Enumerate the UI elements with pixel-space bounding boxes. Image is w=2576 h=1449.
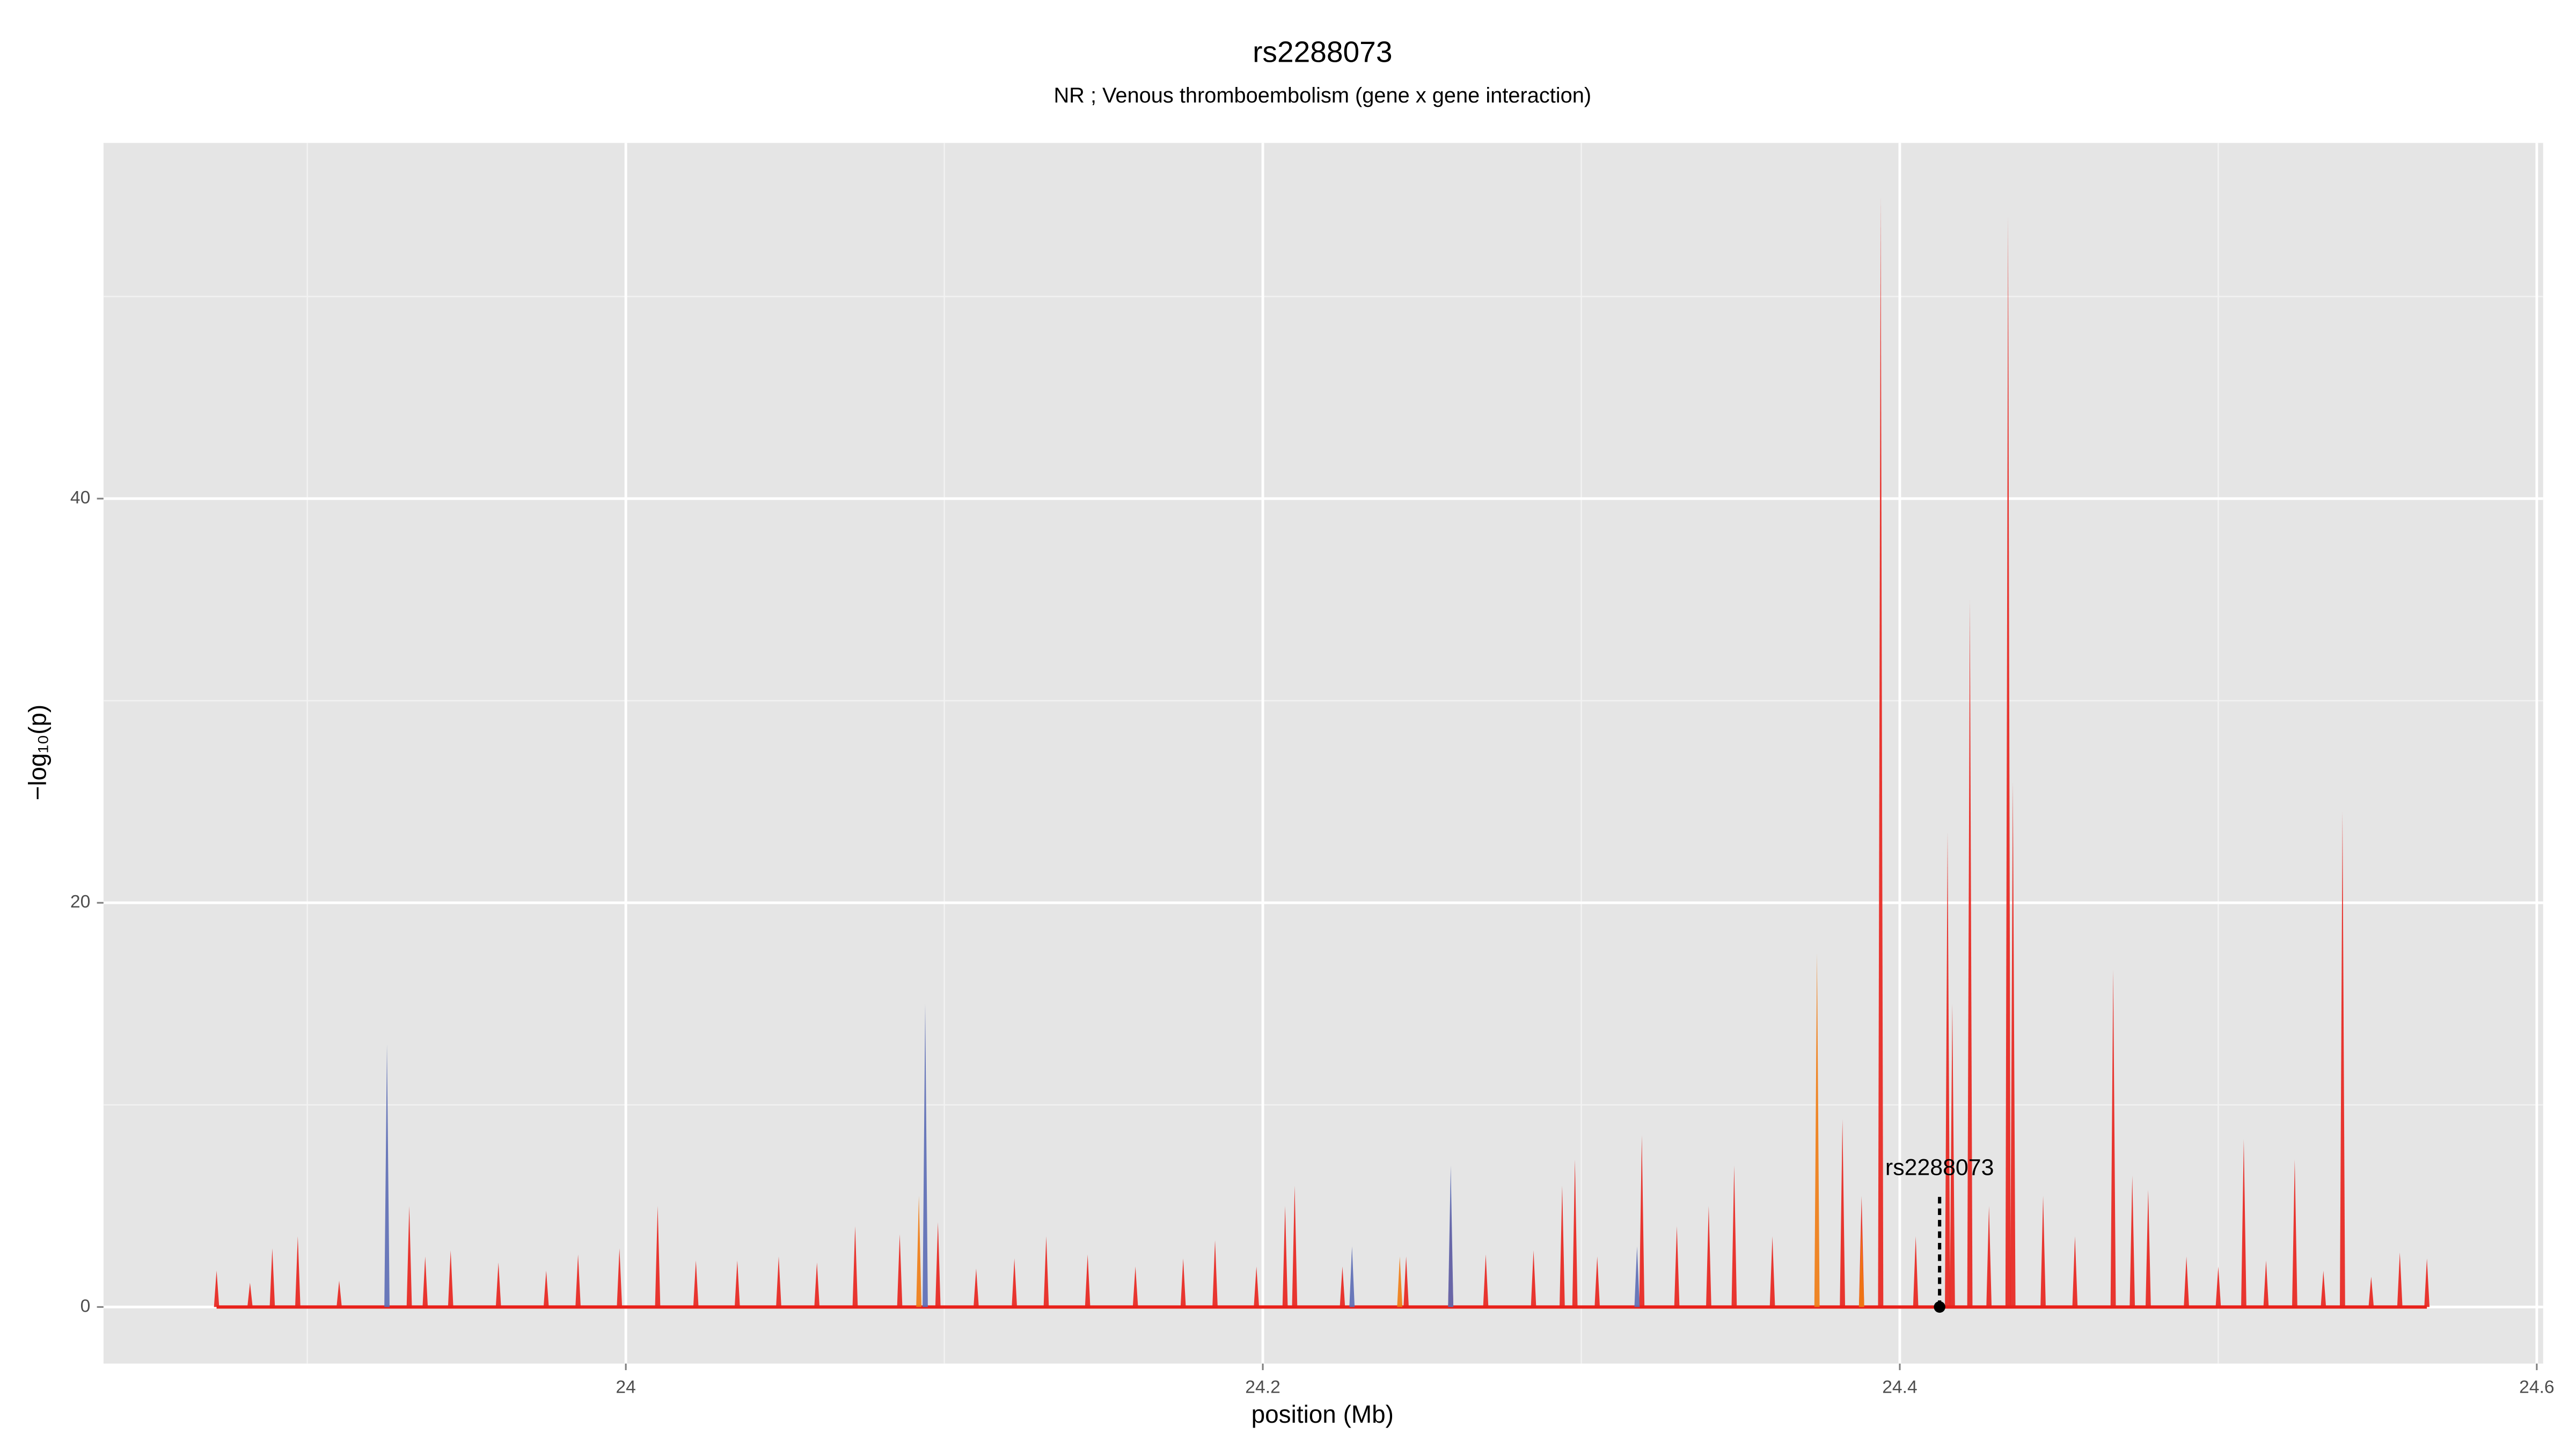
spike xyxy=(1531,1250,1536,1307)
spike xyxy=(247,1283,253,1307)
spike xyxy=(974,1268,979,1307)
spike xyxy=(1706,1206,1711,1307)
spike xyxy=(1913,1236,1919,1307)
spike xyxy=(1180,1258,1186,1307)
spike xyxy=(1403,1256,1409,1307)
spike xyxy=(852,1226,858,1307)
spike xyxy=(1132,1267,1138,1307)
spike xyxy=(734,1260,740,1307)
spike xyxy=(617,1248,623,1307)
spike xyxy=(1639,1135,1645,1307)
spike xyxy=(1950,1004,1955,1307)
plot-panel xyxy=(103,143,2543,1364)
spike xyxy=(1448,1165,1454,1307)
spike xyxy=(2397,1252,2403,1307)
spike xyxy=(1967,599,1973,1307)
spike xyxy=(2010,781,2016,1307)
spike xyxy=(2145,1189,2151,1307)
y-tick-label: 0 xyxy=(80,1296,91,1316)
spike xyxy=(1986,1206,1992,1307)
spike xyxy=(2321,1270,2326,1307)
spike xyxy=(2292,1159,2297,1307)
spike xyxy=(935,1222,941,1307)
spike xyxy=(916,1196,922,1307)
spike xyxy=(923,1004,928,1307)
spike xyxy=(897,1234,903,1307)
spike xyxy=(384,1044,390,1307)
spike xyxy=(406,1206,412,1307)
annotation-label: rs2288073 xyxy=(1885,1155,1994,1181)
spike xyxy=(1483,1254,1489,1307)
spike xyxy=(1349,1246,1355,1307)
spike xyxy=(543,1270,549,1307)
spike xyxy=(1840,1119,1846,1307)
spike xyxy=(1769,1236,1775,1307)
spike xyxy=(1814,953,1820,1307)
spike xyxy=(575,1254,581,1307)
spike xyxy=(448,1250,453,1307)
spike xyxy=(1254,1267,1260,1307)
spike xyxy=(1012,1258,1018,1307)
y-tick-label: 20 xyxy=(70,892,90,912)
spike xyxy=(1397,1256,1403,1307)
y-axis-label: −log₁₀(p) xyxy=(24,705,52,801)
y-tick-label: 40 xyxy=(70,488,90,508)
spike xyxy=(2040,1196,2046,1307)
spike xyxy=(2129,1175,2135,1307)
spike xyxy=(1878,195,1884,1307)
spike xyxy=(1560,1185,1565,1307)
x-tick-label: 24.6 xyxy=(2519,1378,2555,1397)
spike xyxy=(2072,1236,2078,1307)
spike xyxy=(2215,1267,2221,1307)
spike xyxy=(1043,1236,1049,1307)
x-tick-label: 24 xyxy=(616,1378,635,1397)
spike xyxy=(269,1248,275,1307)
chart-title: rs2288073 xyxy=(1253,35,1392,69)
spike xyxy=(2368,1276,2374,1307)
annotation-point xyxy=(1934,1301,1945,1313)
spike xyxy=(1085,1254,1091,1307)
spike xyxy=(1594,1256,1600,1307)
spike xyxy=(655,1206,661,1307)
spike xyxy=(2263,1260,2269,1307)
spike xyxy=(2005,215,2011,1307)
spike xyxy=(336,1280,342,1307)
spike xyxy=(2424,1258,2430,1307)
spike xyxy=(693,1260,699,1307)
spike xyxy=(1292,1185,1298,1307)
spike xyxy=(422,1256,428,1307)
spike xyxy=(2339,811,2345,1307)
x-tick-label: 24.4 xyxy=(1882,1378,1918,1397)
spike xyxy=(1634,1246,1640,1307)
spike xyxy=(1858,1226,1864,1307)
spike xyxy=(495,1262,501,1307)
spike xyxy=(814,1262,820,1307)
spike xyxy=(776,1256,781,1307)
x-tick-label: 24.2 xyxy=(1245,1378,1280,1397)
chart-subtitle: NR ; Venous thromboembolism (gene x gene… xyxy=(1053,84,1591,107)
x-axis-label: position (Mb) xyxy=(1252,1400,1394,1428)
spike xyxy=(1674,1226,1680,1307)
spike xyxy=(1282,1206,1288,1307)
spike xyxy=(2241,1139,2246,1307)
spike xyxy=(1572,1159,1578,1307)
spike xyxy=(295,1236,301,1307)
spike xyxy=(1945,832,1950,1307)
spike xyxy=(2184,1256,2189,1307)
spike xyxy=(2110,969,2116,1307)
spike xyxy=(1340,1267,1345,1307)
spike xyxy=(214,1270,219,1307)
spike xyxy=(1731,1165,1737,1307)
spike xyxy=(1212,1240,1218,1307)
